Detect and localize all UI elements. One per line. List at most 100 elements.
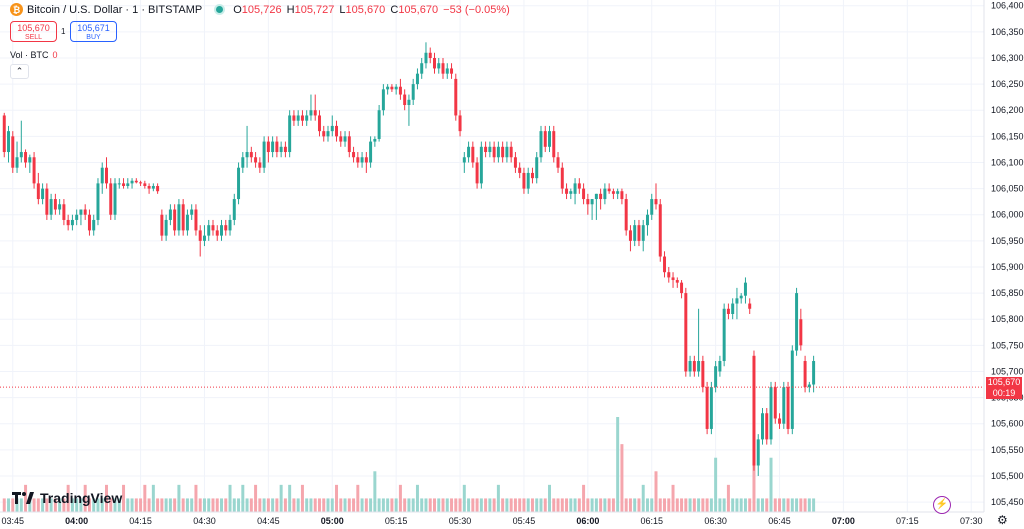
gear-icon[interactable]: ⚙ [997,513,1008,527]
volume-bar [692,498,696,512]
buy-price: 105,671 [77,23,110,33]
sell-button[interactable]: 105,670 SELL [10,21,57,42]
volume-bar [49,498,53,512]
price-tick-label: 105,750 [991,340,1024,350]
volume-bar [573,498,577,512]
volume-bar [667,498,671,512]
lightning-icon[interactable]: ⚡ [933,496,951,514]
volume-bar [663,498,667,512]
candle-body [66,219,70,226]
volume-bar [680,498,684,512]
candle-body [330,125,334,132]
price-tick-label: 105,500 [991,471,1024,481]
candle-body [645,214,649,226]
sell-price: 105,670 [17,23,50,33]
volume-bar [275,498,279,512]
price-tick-label: 105,700 [991,366,1024,376]
candle-body [11,136,15,168]
volume-bar [594,498,598,512]
candle-body [271,141,275,153]
volume-bar [577,498,581,512]
candle-body [756,439,760,466]
candle-body [369,141,373,163]
volume-bar [292,498,296,512]
volume-bar [645,498,649,512]
candle-body [484,146,488,153]
volume-bar [795,498,799,512]
volume-bar [569,498,573,512]
volume-bar [773,498,777,512]
collapse-legend-button[interactable]: ⌃ [10,64,29,79]
candle-body [377,110,381,139]
volume-bar [765,498,769,512]
volume-bar [790,498,794,512]
candle-body [360,157,364,163]
candles [2,42,816,476]
candle-body [241,157,245,168]
volume-bar [705,498,709,512]
volume-bar [761,498,764,512]
volume-bar [560,498,564,512]
candle-body [245,152,249,158]
volume-bar [565,498,569,512]
candle-body [594,193,598,200]
candle-body [688,361,692,372]
candle-body [803,361,807,388]
volume-bar [548,484,551,512]
price-tick-label: 105,550 [991,445,1024,455]
volume-bar [526,498,530,512]
time-tick-label: 06:45 [768,516,791,526]
time-tick-label: 04:45 [257,516,280,526]
volume-bar [701,498,705,512]
bitcoin-icon: ₿ [10,3,23,16]
candle-body [692,361,696,372]
candle-body [296,115,300,121]
volume-bar [607,498,611,512]
candle-body [288,115,292,153]
candle-body [198,230,202,241]
volume-bar [75,498,79,512]
candle-body [479,146,483,184]
candle-body [232,199,236,220]
volume-bar [807,498,811,512]
candle-body [283,146,287,153]
candle-body [15,157,19,168]
candle-body [752,355,756,466]
candle-body [492,146,496,158]
buy-button[interactable]: 105,671 BUY [70,21,117,42]
symbol-title[interactable]: Bitcoin / U.S. Dollar · 1 · BITSTAMP [27,3,203,16]
time-tick-label: 07:15 [896,516,919,526]
candle-body [7,131,11,153]
tradingview-logo[interactable]: TradingView [12,490,122,506]
volume-bar [467,498,471,512]
candle-body [599,193,603,200]
volume-bar [616,417,620,512]
candle-body [407,99,411,106]
volume-bar [330,498,334,512]
candle-body [356,157,360,163]
volume-bar [522,498,526,512]
candle-body [569,191,573,194]
candle-body [79,209,83,215]
price-tick-label: 105,850 [991,288,1024,298]
volume-bar [207,498,211,512]
volume-bar [458,498,462,512]
volume-bar [714,457,718,512]
price-tick-label: 106,000 [991,210,1024,220]
candle-body [62,204,66,220]
candle-body [130,180,134,184]
last-price-badge: 105,670 00:19 [986,377,1022,399]
volume-bar [190,498,194,512]
volume-bar [488,498,492,512]
volume-bar [198,498,202,512]
volume-bar [245,498,249,512]
candle-body [475,162,479,184]
price-tick-label: 106,050 [991,184,1024,194]
candle-body [556,157,560,168]
candle-body [718,361,722,372]
time-tick-label: 07:30 [960,516,983,526]
candle-body [87,214,91,231]
volume-bar [782,498,786,512]
